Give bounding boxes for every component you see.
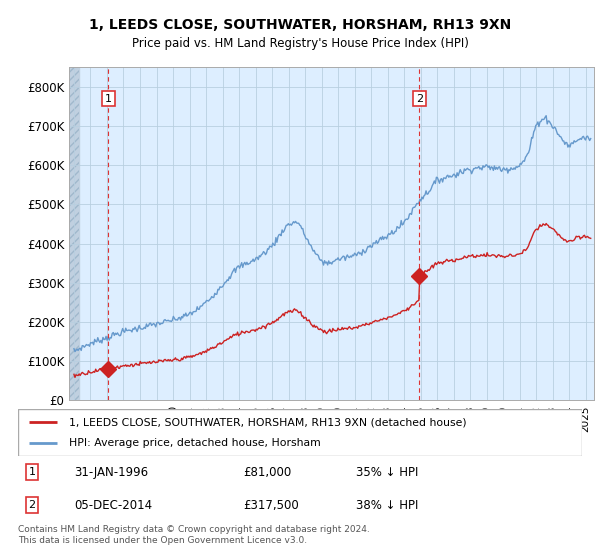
Text: 1: 1 — [29, 467, 35, 477]
Polygon shape — [69, 67, 79, 400]
Text: 1, LEEDS CLOSE, SOUTHWATER, HORSHAM, RH13 9XN (detached house): 1, LEEDS CLOSE, SOUTHWATER, HORSHAM, RH1… — [69, 417, 466, 427]
Text: 31-JAN-1996: 31-JAN-1996 — [74, 465, 149, 479]
Text: 38% ↓ HPI: 38% ↓ HPI — [356, 498, 419, 512]
Text: 1, LEEDS CLOSE, SOUTHWATER, HORSHAM, RH13 9XN: 1, LEEDS CLOSE, SOUTHWATER, HORSHAM, RH1… — [89, 18, 511, 32]
Text: 35% ↓ HPI: 35% ↓ HPI — [356, 465, 419, 479]
Text: 1: 1 — [105, 94, 112, 104]
Text: £81,000: £81,000 — [244, 465, 292, 479]
Text: 05-DEC-2014: 05-DEC-2014 — [74, 498, 152, 512]
Text: 2: 2 — [29, 500, 35, 510]
Text: Price paid vs. HM Land Registry's House Price Index (HPI): Price paid vs. HM Land Registry's House … — [131, 37, 469, 50]
Text: Contains HM Land Registry data © Crown copyright and database right 2024.
This d: Contains HM Land Registry data © Crown c… — [18, 525, 370, 545]
Text: HPI: Average price, detached house, Horsham: HPI: Average price, detached house, Hors… — [69, 438, 320, 448]
Text: 2: 2 — [416, 94, 423, 104]
Text: £317,500: £317,500 — [244, 498, 299, 512]
FancyBboxPatch shape — [18, 409, 582, 456]
